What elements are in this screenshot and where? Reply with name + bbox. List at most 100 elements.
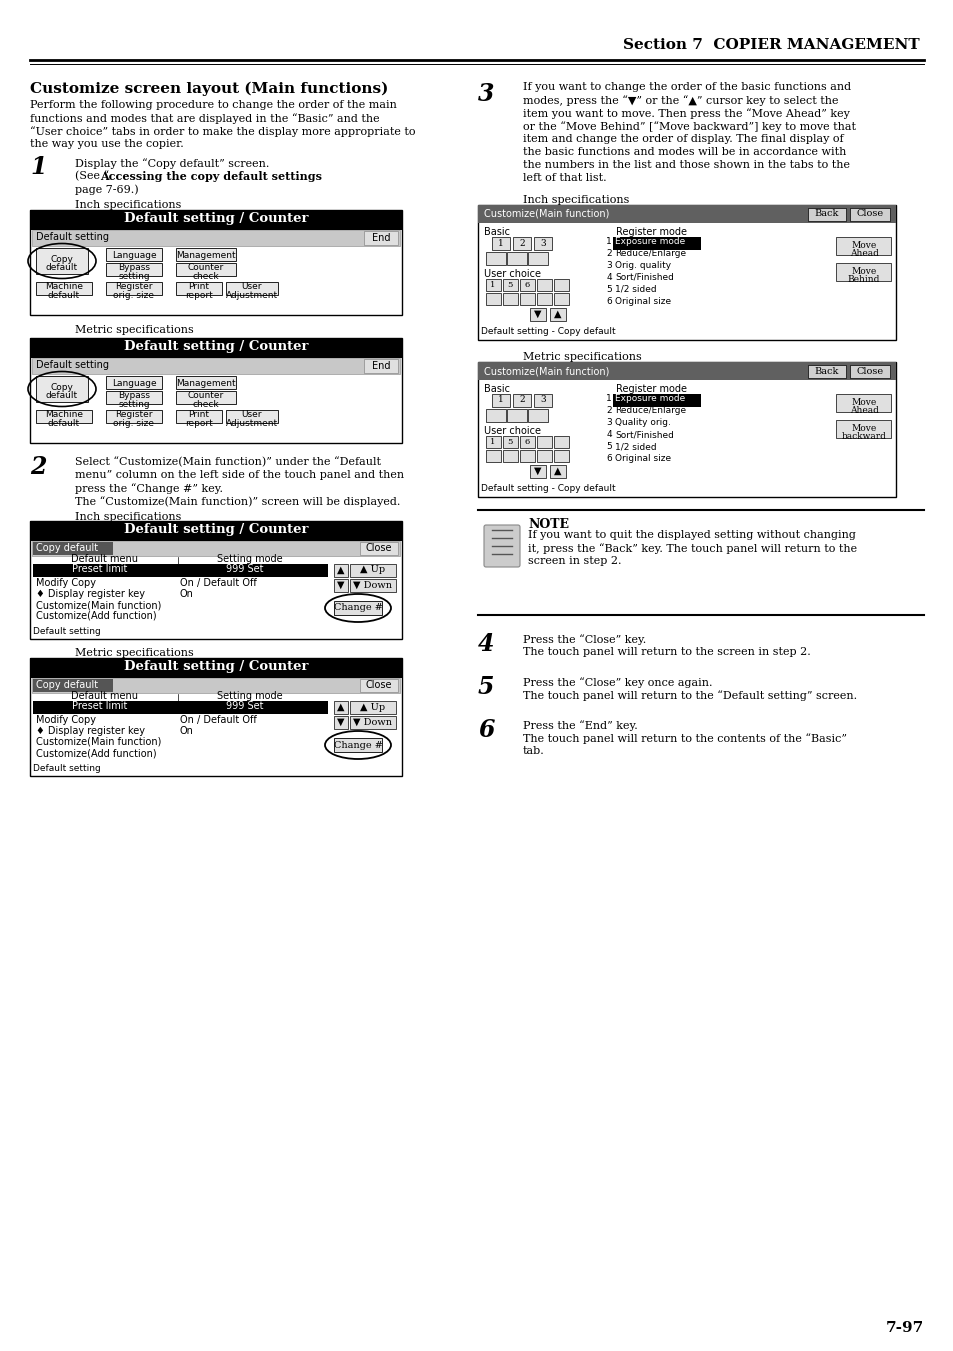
Bar bbox=[226, 282, 277, 295]
Text: ▼ Down: ▼ Down bbox=[354, 717, 392, 727]
Bar bbox=[485, 293, 500, 305]
Bar bbox=[550, 465, 565, 478]
Text: Copy default: Copy default bbox=[36, 680, 98, 690]
Text: 3: 3 bbox=[539, 396, 545, 404]
Bar bbox=[485, 409, 505, 422]
Text: Back: Back bbox=[814, 209, 839, 219]
Text: User choice: User choice bbox=[483, 269, 540, 280]
Text: Press the “Close” key.: Press the “Close” key. bbox=[522, 634, 645, 644]
Bar bbox=[175, 409, 222, 423]
FancyBboxPatch shape bbox=[483, 526, 519, 567]
Bar bbox=[350, 716, 395, 730]
Bar bbox=[175, 263, 235, 276]
Text: 4: 4 bbox=[606, 273, 612, 282]
Text: 4: 4 bbox=[477, 632, 494, 657]
Text: Default setting: Default setting bbox=[33, 765, 101, 773]
Bar bbox=[106, 249, 162, 261]
Text: 1: 1 bbox=[497, 396, 503, 404]
Bar bbox=[537, 436, 552, 449]
Bar bbox=[534, 394, 552, 407]
Text: 2: 2 bbox=[606, 249, 612, 258]
Text: Reduce/Enlarge: Reduce/Enlarge bbox=[615, 249, 685, 258]
Text: 1/2 sided: 1/2 sided bbox=[615, 442, 656, 451]
Text: If you want to quit the displayed setting without changing: If you want to quit the displayed settin… bbox=[527, 530, 855, 540]
Bar bbox=[554, 436, 568, 449]
Text: Machine: Machine bbox=[45, 409, 83, 419]
Bar bbox=[807, 365, 845, 378]
Text: or the “Move Behind” [“Move backward”] key to move that: or the “Move Behind” [“Move backward”] k… bbox=[522, 122, 855, 132]
Bar bbox=[106, 282, 162, 295]
Text: Move: Move bbox=[850, 267, 876, 276]
Text: ▲: ▲ bbox=[554, 466, 561, 476]
Text: Press the “Close” key once again.: Press the “Close” key once again. bbox=[522, 677, 712, 688]
Bar bbox=[485, 253, 505, 265]
Text: Metric specifications: Metric specifications bbox=[75, 648, 193, 658]
Bar bbox=[32, 540, 399, 557]
Text: Adjustment: Adjustment bbox=[226, 290, 277, 300]
Text: Close: Close bbox=[365, 543, 392, 553]
Text: ▼: ▼ bbox=[534, 466, 541, 476]
Text: screen in step 2.: screen in step 2. bbox=[527, 557, 620, 566]
Bar bbox=[835, 420, 890, 438]
Bar bbox=[350, 563, 395, 577]
Text: Customize(Main function): Customize(Main function) bbox=[36, 738, 161, 747]
Text: it, press the “Back” key. The touch panel will return to the: it, press the “Back” key. The touch pane… bbox=[527, 543, 856, 554]
Text: Original size: Original size bbox=[615, 297, 670, 305]
Bar bbox=[33, 701, 328, 713]
Bar bbox=[485, 450, 500, 462]
Text: 3: 3 bbox=[477, 82, 494, 105]
Text: Customize(Main function): Customize(Main function) bbox=[36, 600, 161, 611]
Bar bbox=[30, 209, 401, 230]
Text: Default setting / Counter: Default setting / Counter bbox=[124, 523, 308, 536]
Text: Original size: Original size bbox=[615, 454, 670, 463]
Text: Bypass: Bypass bbox=[118, 263, 150, 272]
Text: setting: setting bbox=[118, 400, 150, 409]
Bar bbox=[32, 678, 399, 693]
Bar bbox=[534, 236, 552, 250]
Text: Sort/Finished: Sort/Finished bbox=[615, 430, 673, 439]
Text: ▼: ▼ bbox=[534, 309, 541, 319]
Text: Metric specifications: Metric specifications bbox=[522, 353, 641, 362]
Text: Default setting / Counter: Default setting / Counter bbox=[124, 340, 308, 353]
Text: Register: Register bbox=[115, 409, 152, 419]
Bar bbox=[502, 436, 517, 449]
Text: Select “Customize(Main function)” under the “Default: Select “Customize(Main function)” under … bbox=[75, 457, 380, 467]
Text: backward: backward bbox=[841, 432, 885, 440]
Text: 1: 1 bbox=[605, 394, 612, 403]
Bar bbox=[513, 394, 531, 407]
Bar bbox=[506, 409, 526, 422]
Text: setting: setting bbox=[118, 272, 150, 281]
Text: ♦ Display register key: ♦ Display register key bbox=[36, 725, 145, 736]
Text: NOTE: NOTE bbox=[527, 517, 568, 531]
Text: Copy default: Copy default bbox=[36, 543, 98, 553]
Bar bbox=[477, 205, 895, 223]
Bar bbox=[30, 658, 401, 678]
Text: User: User bbox=[241, 409, 262, 419]
Text: 5: 5 bbox=[477, 676, 494, 698]
Text: “User choice” tabs in order to make the display more appropriate to: “User choice” tabs in order to make the … bbox=[30, 126, 416, 136]
Text: Inch specifications: Inch specifications bbox=[75, 200, 181, 209]
Text: ▼: ▼ bbox=[337, 717, 344, 727]
Text: ▲: ▲ bbox=[337, 703, 344, 712]
Text: Inch specifications: Inch specifications bbox=[522, 195, 629, 205]
Bar bbox=[485, 436, 500, 449]
Text: orig. size: orig. size bbox=[113, 419, 154, 428]
Text: Customize(Main function): Customize(Main function) bbox=[483, 209, 609, 219]
Bar bbox=[477, 362, 895, 497]
Text: Setting mode: Setting mode bbox=[217, 554, 282, 563]
Text: functions and modes that are displayed in the “Basic” and the: functions and modes that are displayed i… bbox=[30, 113, 379, 124]
Text: 7-97: 7-97 bbox=[884, 1321, 923, 1335]
Text: Quality orig.: Quality orig. bbox=[615, 417, 670, 427]
Bar bbox=[477, 205, 895, 340]
Text: item you want to move. Then press the “Move Ahead” key: item you want to move. Then press the “M… bbox=[522, 108, 849, 119]
Text: Basic: Basic bbox=[483, 227, 510, 236]
Text: If you want to change the order of the basic functions and: If you want to change the order of the b… bbox=[522, 82, 850, 92]
Text: default: default bbox=[48, 419, 80, 428]
Text: 5: 5 bbox=[507, 438, 512, 446]
Text: ▲: ▲ bbox=[337, 566, 344, 574]
Bar bbox=[30, 338, 401, 358]
Text: Counter: Counter bbox=[188, 263, 224, 272]
Text: Move: Move bbox=[850, 424, 876, 434]
Text: Copy: Copy bbox=[51, 254, 73, 263]
Text: Sort/Finished: Sort/Finished bbox=[615, 273, 673, 282]
